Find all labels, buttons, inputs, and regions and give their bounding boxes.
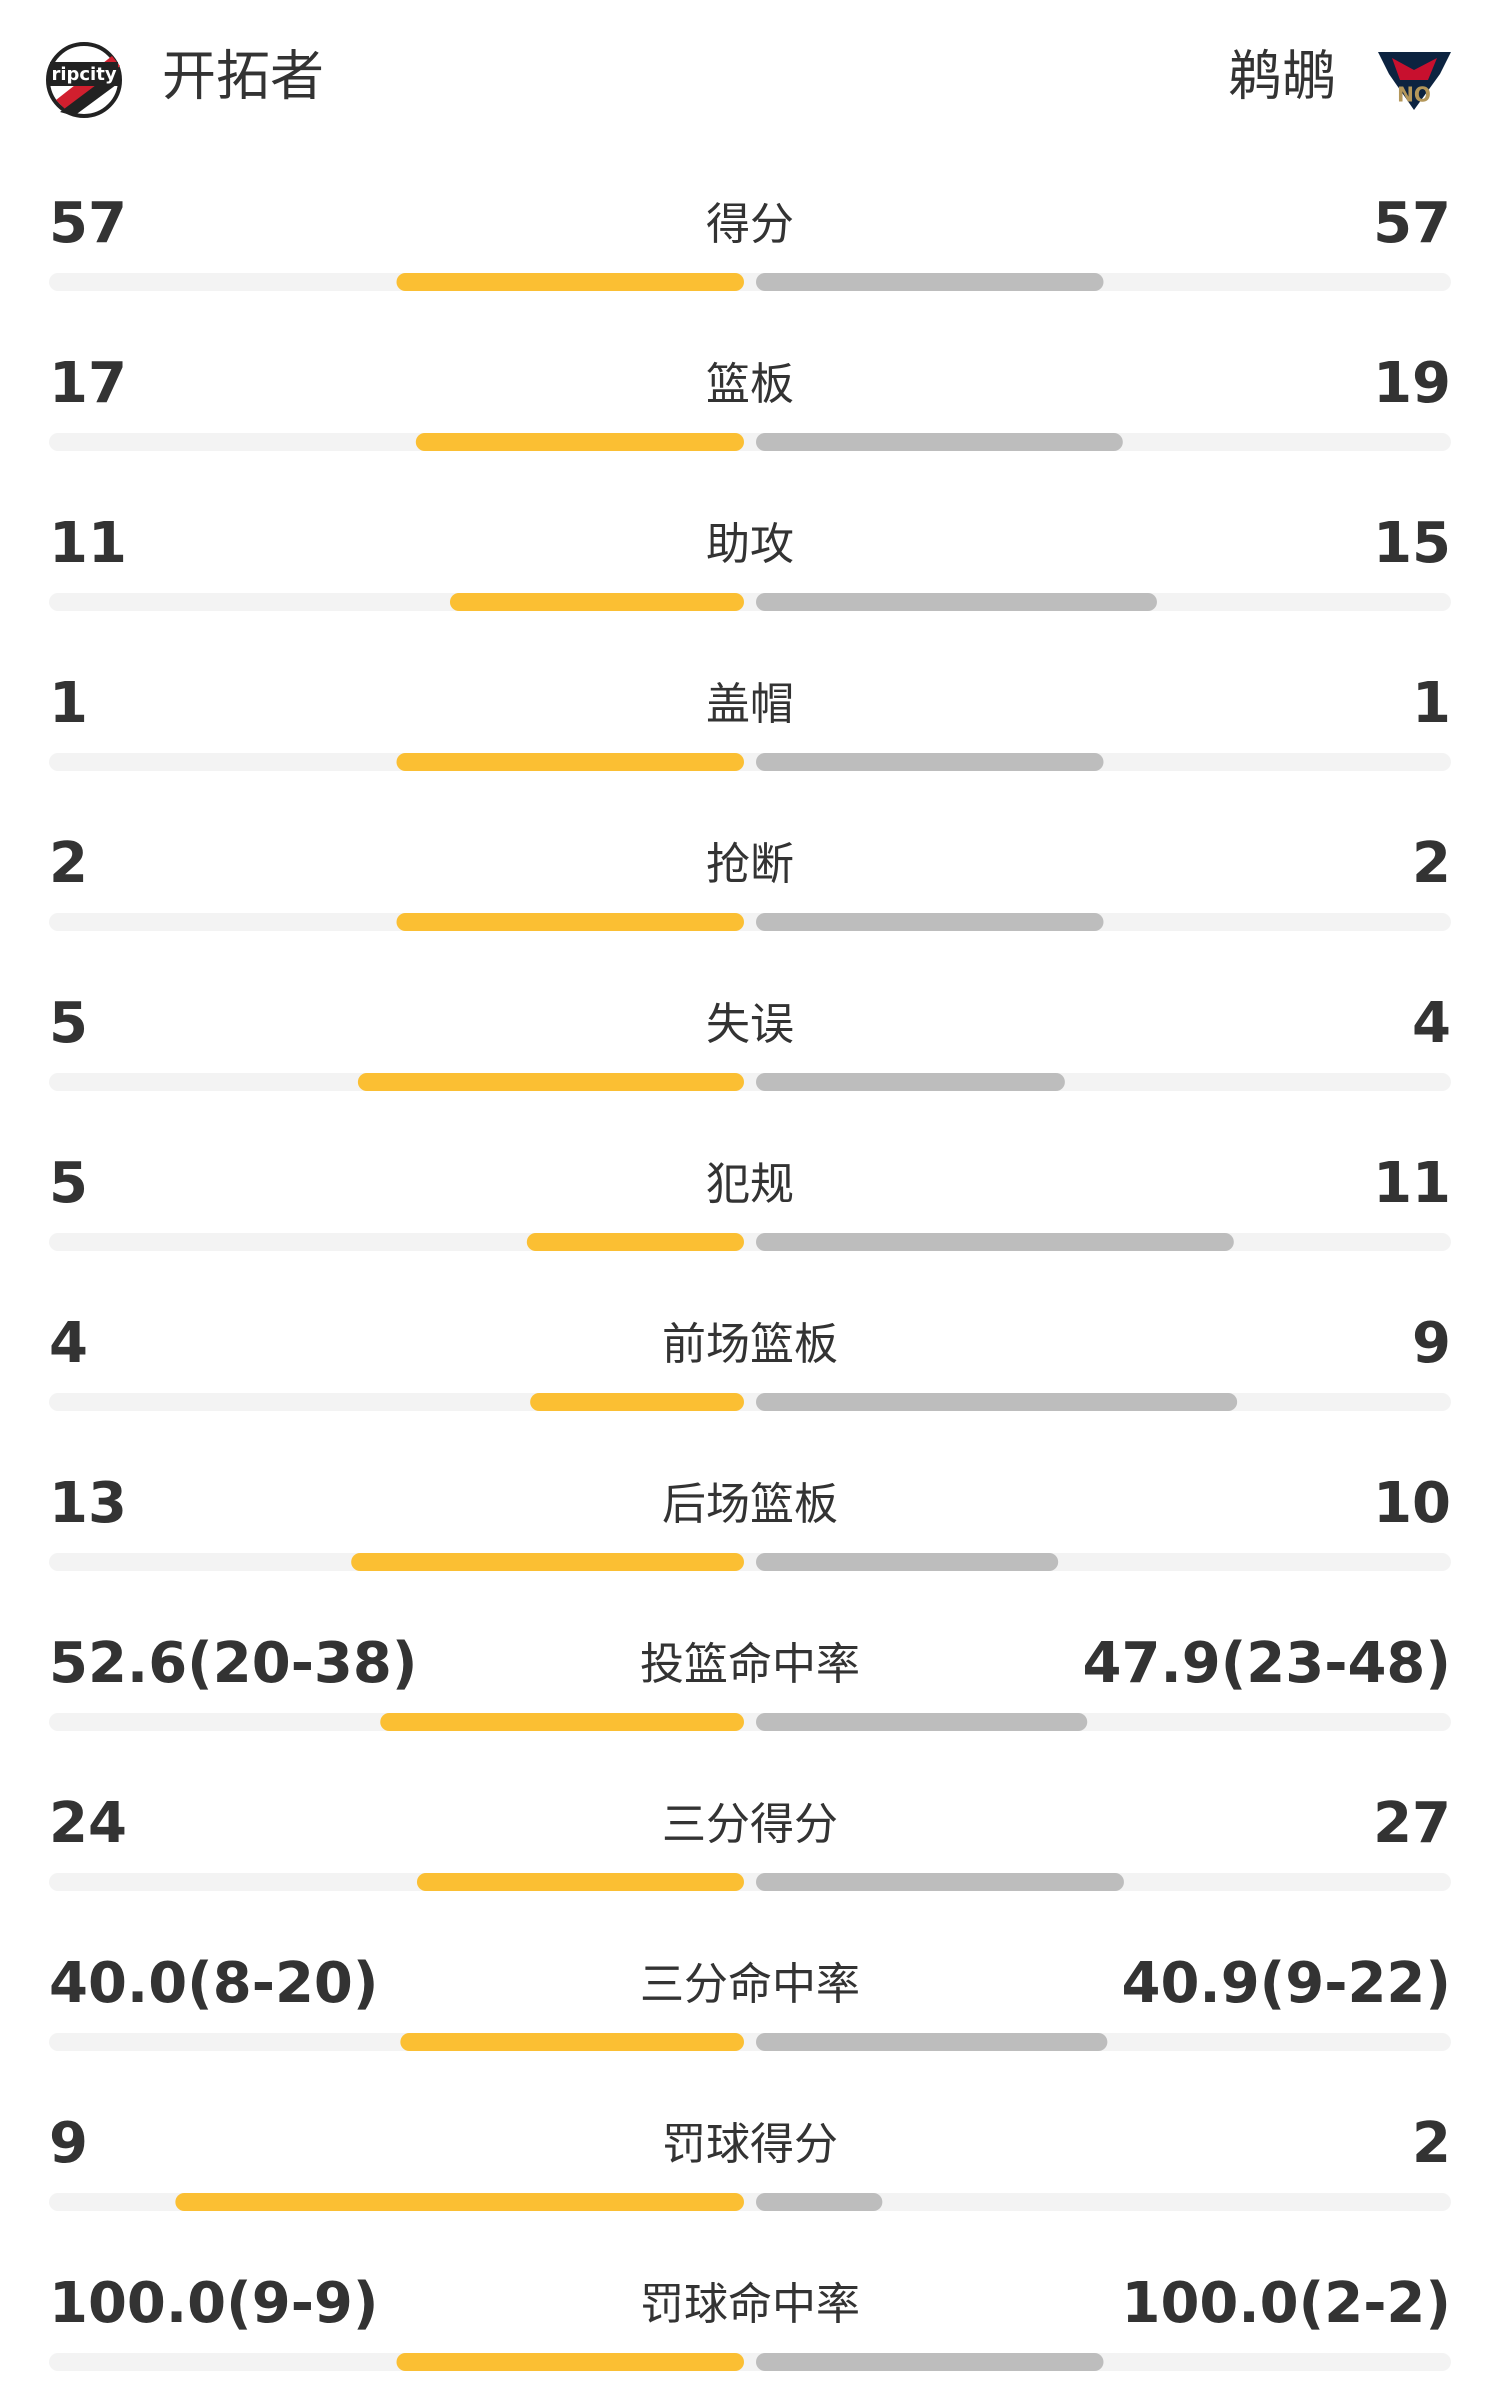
home-bar (400, 2033, 744, 2051)
away-value: 47.9(23-48) (1083, 1631, 1451, 1696)
home-team-name: 开拓者 (162, 45, 324, 108)
home-value: 11 (49, 511, 127, 576)
stat-label: 得分 (706, 199, 794, 250)
bar-track (49, 433, 1451, 451)
stat-label: 盖帽 (706, 679, 794, 730)
home-value: 17 (49, 351, 127, 416)
bar-track (49, 1073, 1451, 1091)
stat-label: 后场篮板 (662, 1479, 838, 1530)
away-value: 2 (1412, 831, 1451, 896)
away-value: 4 (1412, 991, 1451, 1056)
away-value: 1 (1412, 671, 1451, 736)
home-bar (449, 593, 744, 611)
stat-label: 投篮命中率 (640, 1639, 860, 1690)
home-value: 100.0(9-9) (49, 2271, 379, 2336)
away-value: 2 (1412, 2111, 1451, 2176)
bar-track (49, 1713, 1451, 1731)
away-bar (756, 1873, 1124, 1891)
stat-label: 罚球命中率 (640, 2279, 860, 2330)
home-bar (415, 433, 744, 451)
away-bar (756, 1073, 1065, 1091)
home-value: 1 (49, 671, 88, 736)
home-bar (351, 1553, 744, 1571)
bar-track (49, 753, 1451, 771)
away-bar (756, 1713, 1088, 1731)
bar-track (49, 1553, 1451, 1571)
away-value: 40.9(9-22) (1122, 1951, 1452, 2016)
away-bar (756, 753, 1104, 771)
bar-track (49, 2353, 1451, 2371)
away-bar (756, 1233, 1234, 1251)
home-bar (396, 753, 744, 771)
home-value: 5 (49, 991, 88, 1056)
home-bar (416, 1873, 744, 1891)
bar-track (49, 1393, 1451, 1411)
bar-track (49, 593, 1451, 611)
stat-label: 篮板 (706, 359, 794, 410)
bar-track (49, 913, 1451, 931)
away-bar (756, 593, 1157, 611)
away-bar (756, 913, 1104, 931)
stat-label: 失误 (706, 999, 794, 1050)
home-value: 4 (49, 1311, 88, 1376)
stat-label: 前场篮板 (662, 1319, 838, 1370)
stat-label: 犯规 (706, 1159, 794, 1210)
bar-track (49, 273, 1451, 291)
home-bar (357, 1073, 744, 1091)
stat-label: 三分命中率 (640, 1959, 860, 2010)
home-value: 52.6(20-38) (49, 1631, 417, 1696)
bar-track (49, 2033, 1451, 2051)
away-value: 27 (1373, 1791, 1451, 1856)
home-value: 57 (49, 191, 127, 256)
away-bar (756, 2193, 883, 2211)
away-bar (756, 2353, 1104, 2371)
stat-label: 三分得分 (662, 1799, 838, 1850)
away-value: 9 (1412, 1311, 1451, 1376)
away-value: 100.0(2-2) (1122, 2271, 1452, 2336)
away-logo: NO (1378, 52, 1451, 110)
stat-label: 罚球得分 (662, 2119, 838, 2170)
stat-label: 助攻 (706, 519, 794, 570)
home-value: 5 (49, 1151, 88, 1216)
away-value: 15 (1373, 511, 1451, 576)
home-bar (396, 2353, 744, 2371)
home-bar (175, 2193, 744, 2211)
home-logo-text: ripcity (51, 64, 116, 85)
away-value: 10 (1373, 1471, 1451, 1536)
home-value: 9 (49, 2111, 88, 2176)
away-value: 19 (1373, 351, 1451, 416)
away-bar (756, 273, 1104, 291)
home-bar (526, 1233, 744, 1251)
home-value: 2 (49, 831, 88, 896)
away-bar (756, 433, 1123, 451)
home-logo: ripcity (46, 42, 122, 118)
home-value: 24 (49, 1791, 127, 1856)
home-value: 40.0(8-20) (49, 1951, 379, 2016)
home-bar (530, 1393, 744, 1411)
away-value: 57 (1373, 191, 1451, 256)
home-bar (396, 913, 744, 931)
home-bar (396, 273, 744, 291)
home-value: 13 (49, 1471, 127, 1536)
home-bar (380, 1713, 744, 1731)
away-bar (756, 2033, 1108, 2051)
bar-track (49, 1873, 1451, 1891)
away-logo-text: NO (1397, 83, 1431, 107)
away-value: 11 (1373, 1151, 1451, 1216)
bar-track (49, 1233, 1451, 1251)
away-team-name: 鹈鹕 (1228, 45, 1336, 108)
away-bar (756, 1553, 1059, 1571)
stat-label: 抢断 (706, 839, 794, 890)
away-bar (756, 1393, 1238, 1411)
